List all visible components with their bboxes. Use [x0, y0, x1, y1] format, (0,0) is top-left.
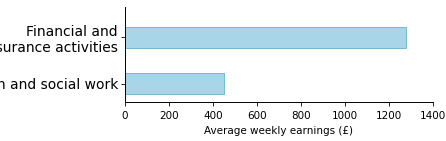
Bar [125, 73, 224, 94]
X-axis label: Average weekly earnings (£): Average weekly earnings (£) [204, 126, 353, 136]
Bar [125, 27, 406, 48]
